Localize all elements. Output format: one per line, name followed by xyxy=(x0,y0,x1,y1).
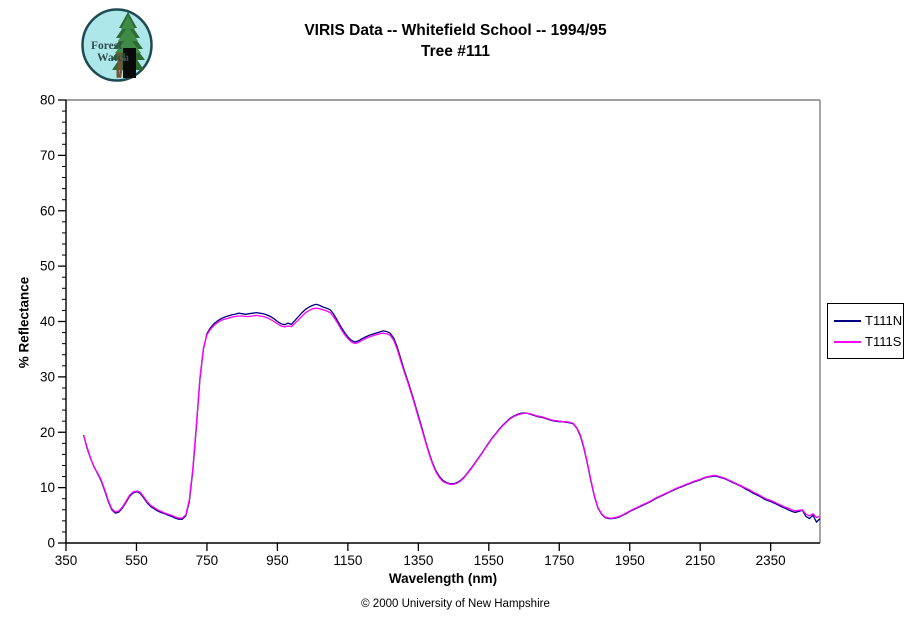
x-tick-label: 750 xyxy=(196,553,219,568)
x-tick-label: 350 xyxy=(55,553,78,568)
x-tick-label: 1150 xyxy=(333,553,362,568)
legend-label: T111N xyxy=(865,313,903,328)
x-tick-label: 550 xyxy=(125,553,148,568)
y-axis-title: % Reflectance xyxy=(16,276,32,369)
y-tick-label: 60 xyxy=(40,203,55,218)
y-tick-label: 10 xyxy=(40,480,55,495)
chart-title-line2: Tree #111 xyxy=(421,43,490,60)
copyright: © 2000 University of New Hampshire xyxy=(361,598,550,610)
y-tick-label: 20 xyxy=(40,425,55,440)
x-axis-title: Wavelength (nm) xyxy=(388,571,498,586)
forest-watch-logo: Forest Watch xyxy=(81,8,153,82)
x-tick-label: 1950 xyxy=(615,553,645,568)
y-tick-label: 70 xyxy=(40,148,55,163)
legend-swatch-line xyxy=(834,319,861,322)
series-line-t111s xyxy=(82,307,821,519)
forest-watch-logo-icon: Forest Watch xyxy=(81,8,153,82)
y-tick-label: 30 xyxy=(40,369,55,384)
x-tick-label: 1550 xyxy=(474,553,504,568)
x-tick-label: 2350 xyxy=(756,553,786,568)
legend-swatch-line xyxy=(834,340,861,343)
logo-text-watch: Watch xyxy=(97,52,130,64)
series-line-t111n xyxy=(82,303,821,524)
logo-text-forest: Forest xyxy=(91,40,122,52)
x-tick-label: 2150 xyxy=(685,553,715,568)
y-tick-label: 80 xyxy=(40,93,55,108)
legend-item-t111s: T111S xyxy=(834,331,903,352)
legend-label: T111S xyxy=(865,334,902,349)
x-tick-label: 1750 xyxy=(544,553,574,568)
y-tick-label: 0 xyxy=(47,536,55,551)
y-tick-label: 40 xyxy=(40,314,55,329)
legend-item-t111n: T111N xyxy=(834,310,903,331)
y-tick-label: 50 xyxy=(40,259,55,274)
chart-title-line1: VIRIS Data -- Whitefield School -- 1994/… xyxy=(304,22,607,39)
x-tick-label: 1350 xyxy=(403,553,433,568)
x-tick-label: 950 xyxy=(266,553,289,568)
chart-title: VIRIS Data -- Whitefield School -- 1994/… xyxy=(0,20,911,62)
legend: T111N T111S xyxy=(827,303,904,359)
